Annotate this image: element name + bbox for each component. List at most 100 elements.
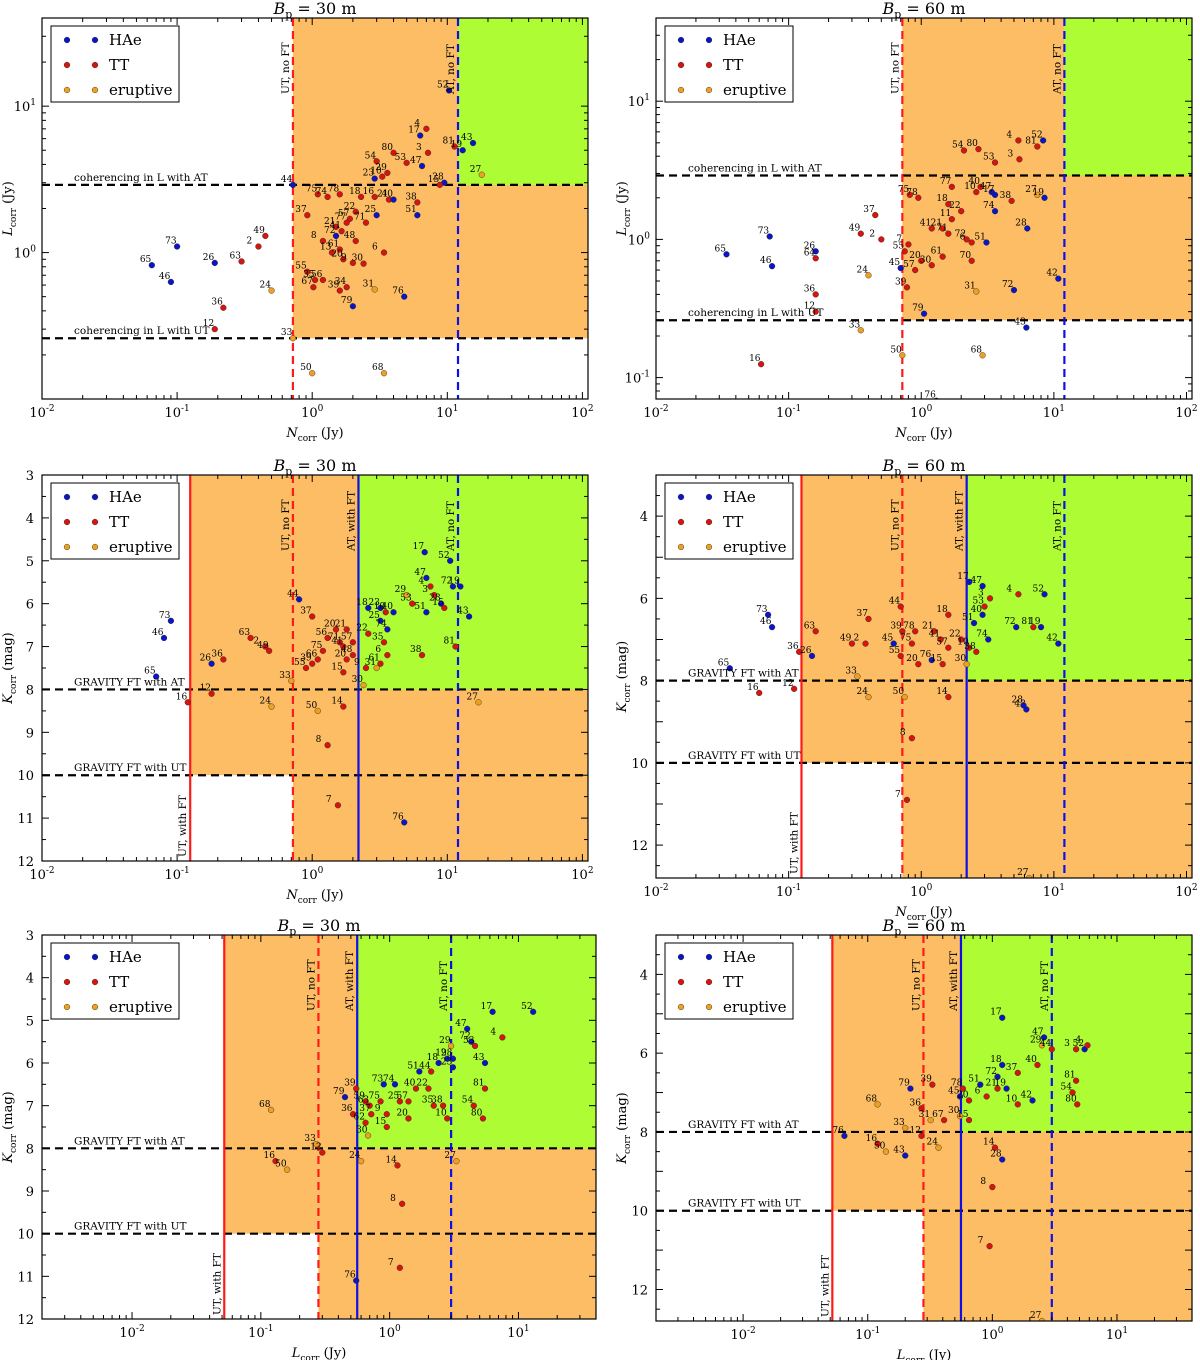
data-point-tt-19 bbox=[983, 1093, 990, 1100]
data-point-tt-44 bbox=[945, 693, 952, 701]
point-label-21: 59 bbox=[354, 1091, 366, 1101]
legend-marker-hae-a bbox=[677, 36, 685, 44]
data-point-tt-17 bbox=[1030, 624, 1037, 631]
point-label-13: 39 bbox=[890, 621, 902, 631]
point-label-23: 36 bbox=[909, 1098, 921, 1108]
data-point-eruptive-44 bbox=[453, 1158, 460, 1165]
y-tick-label-1: 100 bbox=[628, 231, 651, 248]
point-label-22: 68 bbox=[866, 1094, 878, 1104]
data-point-tt-47 bbox=[396, 1264, 403, 1271]
x-tick-label-0: 10-2 bbox=[643, 404, 668, 421]
x-tick-label-1: 10-1 bbox=[164, 404, 189, 421]
x-tick-label-2: 100 bbox=[910, 404, 933, 421]
data-point-tt-17 bbox=[945, 201, 952, 208]
region-orange-1 bbox=[1064, 175, 1192, 321]
x-axis-label: Lcorr (Jy) bbox=[291, 1346, 347, 1360]
point-label-29: 30 bbox=[948, 1106, 960, 1116]
point-label-28: 41 bbox=[929, 629, 940, 639]
data-point-tt-25 bbox=[349, 639, 356, 646]
x-axis-label: Ncorr (Jy) bbox=[285, 426, 343, 444]
point-label-59: 7 bbox=[326, 795, 332, 805]
data-point-hae-48 bbox=[1010, 286, 1018, 294]
point-label-46: 30 bbox=[352, 254, 364, 264]
point-label-20: 10 bbox=[1006, 1094, 1018, 1104]
data-point-eruptive-50 bbox=[288, 677, 295, 684]
point-label-38: 30 bbox=[356, 1126, 368, 1136]
point-label-29: 22 bbox=[949, 629, 960, 639]
data-point-tt-45 bbox=[812, 291, 819, 298]
point-label-42: 45 bbox=[889, 258, 901, 268]
legend-marker-hae-a bbox=[677, 953, 685, 961]
x-tick-label-2: 100 bbox=[301, 404, 324, 421]
point-label-33: 63 bbox=[239, 628, 251, 638]
data-point-tt-25 bbox=[405, 1098, 412, 1105]
x-tick-label-0: 10-2 bbox=[730, 1326, 755, 1343]
data-point-tt-24 bbox=[336, 639, 343, 646]
point-label-20: 74 bbox=[316, 187, 328, 197]
point-label-9: 54 bbox=[365, 151, 377, 161]
point-label-4: 3 bbox=[1064, 1039, 1070, 1049]
data-point-tt-44 bbox=[238, 258, 245, 265]
point-label-3: 43 bbox=[461, 133, 473, 143]
data-point-hae-60 bbox=[401, 819, 408, 826]
point-label-15: 21 bbox=[986, 1079, 997, 1089]
data-point-hae-11 bbox=[977, 1081, 984, 1088]
data-point-hae-0 bbox=[999, 1014, 1006, 1021]
data-point-hae-1 bbox=[979, 582, 986, 590]
data-point-tt-40 bbox=[319, 1149, 326, 1156]
data-point-tt-38 bbox=[319, 647, 327, 654]
data-point-hae-49 bbox=[148, 262, 155, 269]
point-label-18: 37 bbox=[300, 607, 312, 617]
data-point-tt-39 bbox=[352, 237, 359, 245]
point-label-15: 28 bbox=[432, 173, 444, 183]
point-label-46: 39 bbox=[895, 277, 907, 287]
legend-marker-eruptive-b bbox=[91, 543, 99, 551]
legend-marker-tt-b bbox=[705, 518, 713, 526]
point-label-2: 29 bbox=[1030, 1035, 1042, 1045]
point-label-42: 50 bbox=[275, 1160, 287, 1170]
data-point-hae-3 bbox=[464, 1025, 471, 1032]
point-label-37: 2 bbox=[246, 237, 252, 247]
data-point-tt-13 bbox=[382, 609, 389, 616]
data-point-eruptive-60 bbox=[268, 287, 275, 294]
point-label-40: 20 bbox=[909, 251, 921, 261]
data-point-hae-3 bbox=[1041, 591, 1048, 598]
point-label-47: 81 bbox=[444, 637, 455, 647]
data-point-eruptive-43 bbox=[901, 693, 908, 701]
x-tick-label-4: 102 bbox=[1175, 883, 1197, 900]
data-point-tt-30 bbox=[343, 219, 350, 226]
point-label-22: 41 bbox=[920, 218, 931, 228]
point-label-5: 3 bbox=[422, 585, 428, 595]
data-point-tt-4 bbox=[427, 583, 434, 590]
x-axis-label: Lcorr (Jy) bbox=[896, 1348, 952, 1360]
point-label-0: 4 bbox=[1006, 130, 1012, 140]
data-point-hae-17 bbox=[341, 1094, 349, 1101]
data-point-hae-1 bbox=[489, 1008, 496, 1015]
data-point-tt-34 bbox=[812, 255, 819, 262]
data-point-eruptive-55 bbox=[979, 352, 986, 359]
data-point-tt-23 bbox=[939, 225, 946, 232]
point-label-18: 75 bbox=[306, 184, 318, 194]
data-point-hae-32 bbox=[414, 212, 421, 219]
point-label-36: 15 bbox=[931, 654, 943, 664]
point-label-18: 74 bbox=[983, 201, 995, 211]
legend-box bbox=[664, 942, 794, 1020]
point-label-55: 24 bbox=[260, 697, 272, 707]
data-point-hae-24 bbox=[956, 1093, 964, 1100]
data-point-tt-26 bbox=[1074, 1101, 1081, 1108]
point-label-16: 78 bbox=[906, 188, 918, 198]
point-label-6: 3 bbox=[416, 143, 422, 153]
point-label-9: 15 bbox=[432, 598, 444, 608]
point-label-30: 57 bbox=[936, 638, 948, 648]
point-label-31: 71 bbox=[354, 213, 365, 223]
point-label-17: 44 bbox=[281, 175, 293, 185]
point-label-31: 10 bbox=[957, 638, 969, 648]
point-label-10: 47 bbox=[410, 156, 422, 166]
data-point-tt-20 bbox=[481, 1085, 489, 1092]
point-label-8: 40 bbox=[1025, 1055, 1037, 1065]
data-point-tt-33 bbox=[918, 1132, 925, 1139]
data-point-hae-20 bbox=[985, 636, 992, 643]
data-point-hae-24 bbox=[1024, 225, 1031, 232]
data-point-tt-48 bbox=[903, 796, 911, 803]
data-point-tt-7 bbox=[945, 611, 952, 618]
